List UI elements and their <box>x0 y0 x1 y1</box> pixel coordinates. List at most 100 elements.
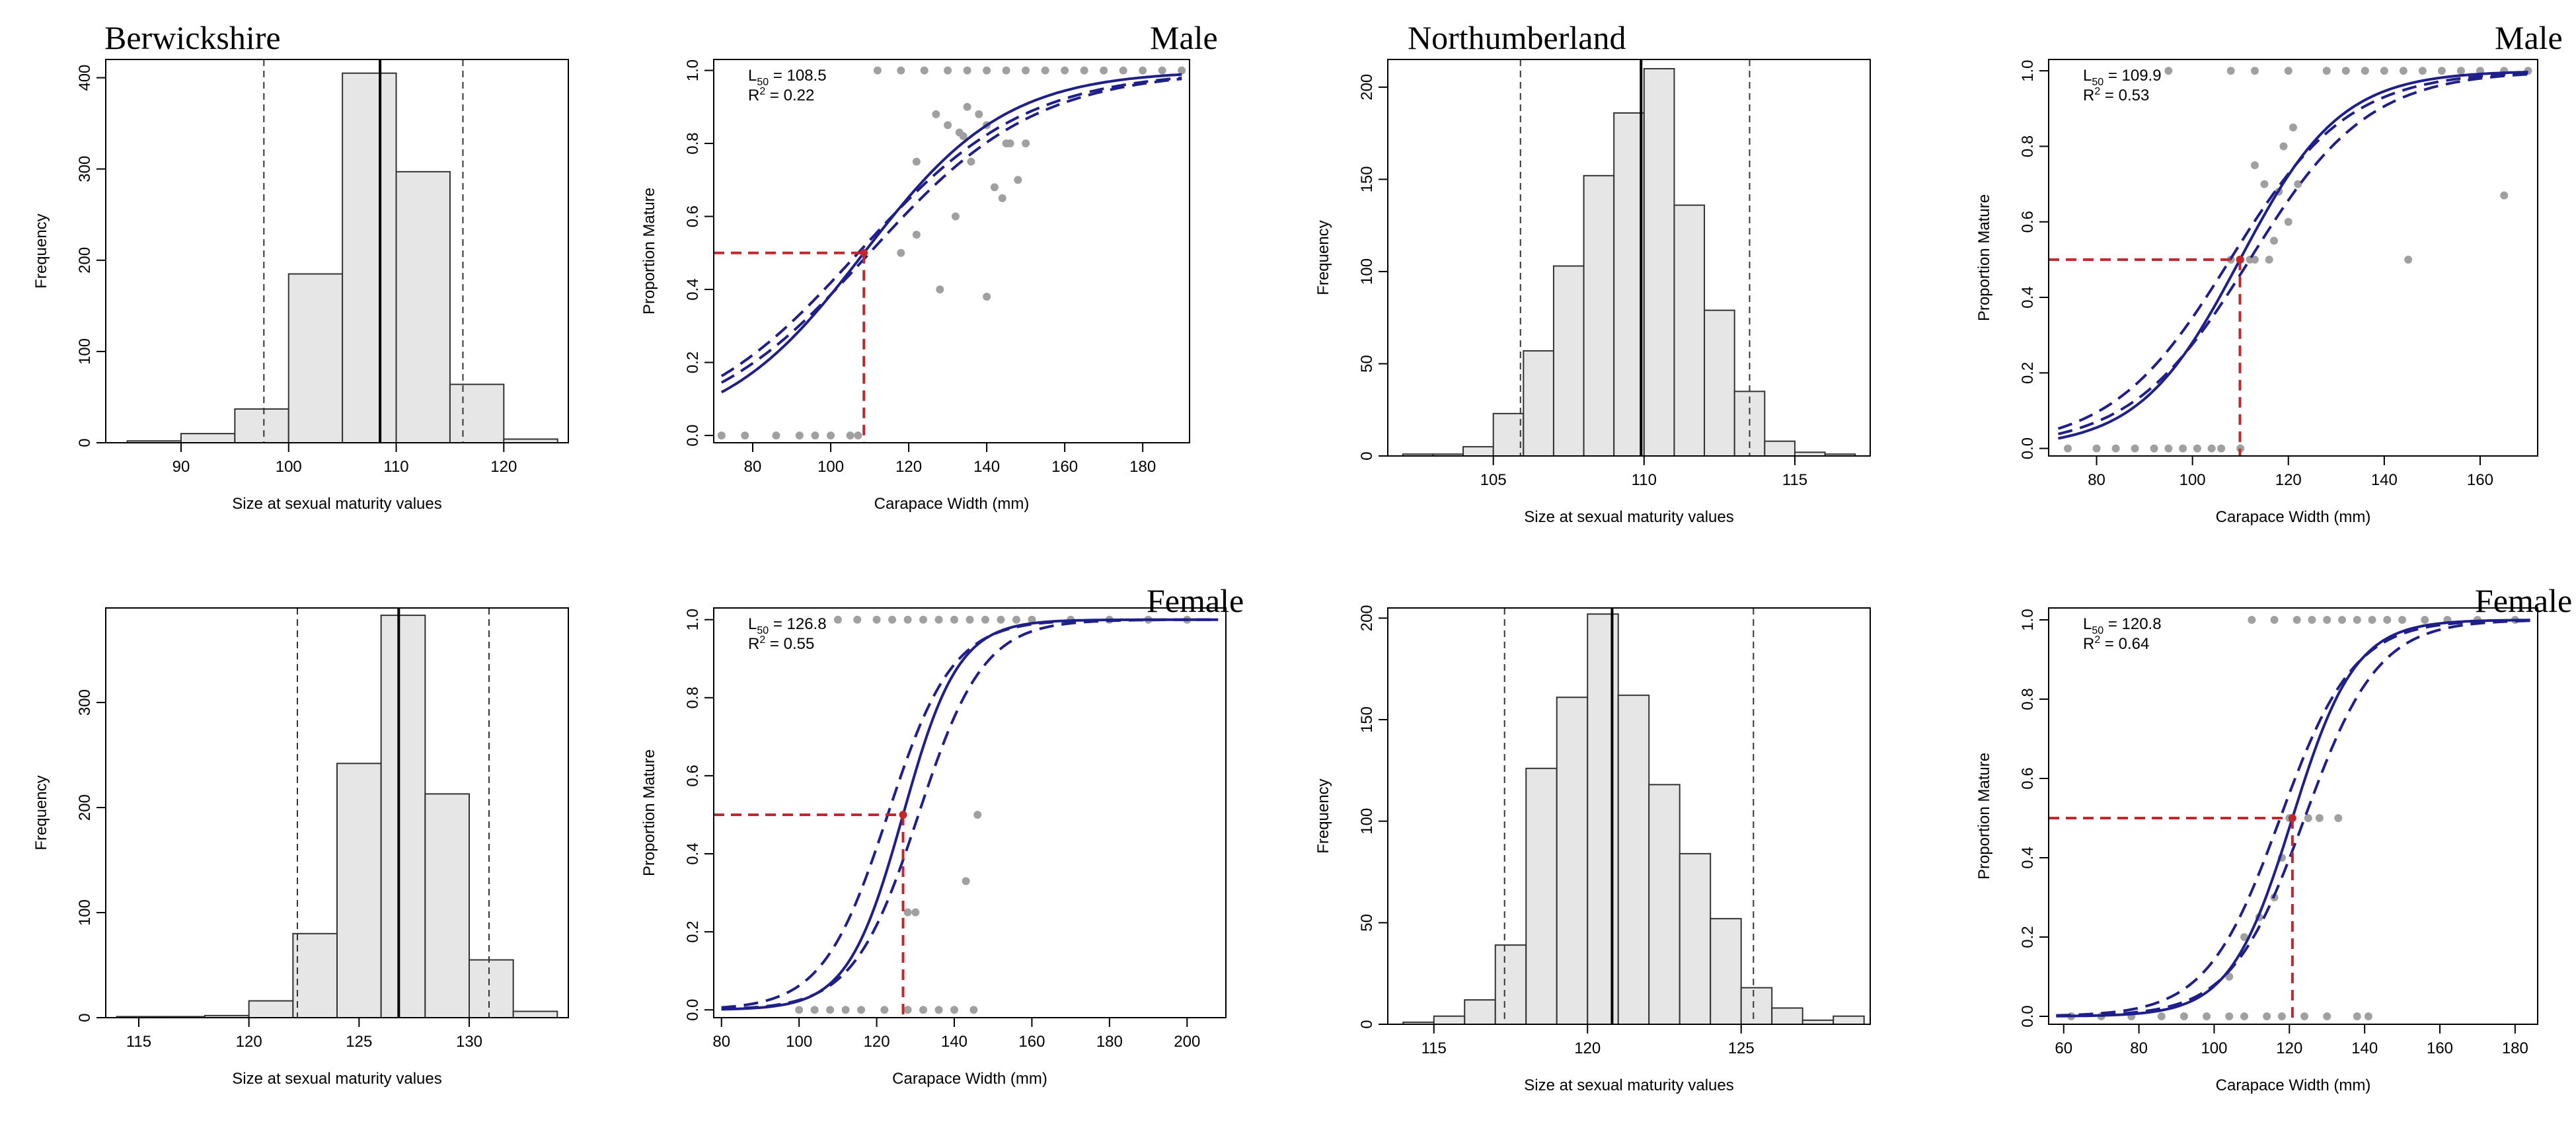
x-tick-label: 160 <box>1018 1033 1045 1051</box>
x-tick-label: 100 <box>2201 1039 2227 1057</box>
data-point <box>2277 1012 2286 1020</box>
data-point <box>2164 67 2173 75</box>
y-axis-title: Proportion Mature <box>640 749 658 876</box>
data-point <box>950 615 959 624</box>
data-point <box>2361 67 2369 75</box>
plot-frame <box>1387 59 1871 457</box>
data-point <box>2399 67 2407 75</box>
x-tick-label: 80 <box>712 1033 730 1051</box>
data-point <box>888 615 897 624</box>
data-point <box>2193 444 2201 453</box>
x-tick-label: 120 <box>1574 1039 1601 1057</box>
data-point <box>853 615 862 624</box>
data-point <box>2236 444 2245 453</box>
y-axis-title: Frequency <box>1314 778 1332 853</box>
data-point <box>2500 191 2509 200</box>
northumberland-female-hist-panel: 115 120 125 0 50 100 150 200 Size at sexual matu… <box>1314 605 1871 1094</box>
x-tick-label: 180 <box>2502 1039 2528 1057</box>
data-point <box>2456 67 2465 75</box>
data-point <box>959 132 967 140</box>
histogram-bar <box>380 615 426 1018</box>
data-point <box>975 110 983 118</box>
data-point <box>2323 1012 2331 1020</box>
data-point <box>919 615 928 624</box>
y-tick-label: 0.4 <box>2019 847 2037 868</box>
data-point <box>717 431 726 439</box>
x-tick-label: 60 <box>2055 1039 2072 1057</box>
data-point <box>2353 616 2361 624</box>
data-point <box>2131 444 2139 453</box>
data-point <box>1139 66 1147 75</box>
l50-annotation: L50 = 109.9 <box>2083 67 2162 88</box>
y-tick-label: 1.0 <box>684 609 702 630</box>
data-point <box>811 431 819 439</box>
x-axis-title: Size at sexual maturity values <box>1524 508 1733 526</box>
histogram-bar <box>287 273 344 443</box>
r2-annotation: R2 = 0.22 <box>748 86 814 104</box>
fitted-curve <box>720 73 1182 394</box>
data-point <box>2248 616 2256 624</box>
data-point <box>2308 616 2316 624</box>
y-tick-label: 200 <box>1358 74 1376 100</box>
plot-frame <box>713 59 1190 443</box>
fitted-curve <box>721 618 1219 1011</box>
data-point <box>2150 444 2158 453</box>
histogram-bar <box>1771 1007 1803 1026</box>
data-point <box>2353 1012 2361 1020</box>
histogram-bar <box>1587 613 1619 1025</box>
sex-title-berwickshire-female: Female <box>1147 582 1244 619</box>
data-point <box>873 66 882 75</box>
plot-frame <box>105 59 569 443</box>
region-title-northumberland: Northumberland <box>1408 19 1626 56</box>
data-point <box>2334 814 2343 822</box>
l50-annotation: L50 = 126.8 <box>748 615 827 636</box>
y-tick-label: 0 <box>1358 1020 1376 1028</box>
plot-frame <box>1387 607 1871 1025</box>
histogram-bar <box>1710 918 1742 1025</box>
ci-upper-curve <box>2057 71 2528 430</box>
data-point <box>2323 616 2331 624</box>
data-point <box>963 66 971 75</box>
plot-frame <box>2048 607 2538 1025</box>
data-point <box>2383 616 2392 624</box>
ci-lower-curve <box>2058 73 2528 435</box>
y-axis-title: Proportion Mature <box>640 188 658 315</box>
data-point <box>741 431 749 439</box>
x-tick-label: 80 <box>744 458 762 476</box>
histogram-bar <box>512 1010 558 1019</box>
data-point <box>963 102 971 111</box>
sex-title-berwickshire-male: Male <box>1150 19 1218 56</box>
plot-frame <box>2048 59 2538 457</box>
r2-annotation: R2 = 0.64 <box>2083 634 2149 653</box>
histogram-bar <box>1492 412 1525 457</box>
histogram-bar <box>1464 999 1496 1025</box>
data-point <box>2300 1012 2309 1020</box>
sex-title-northumberland-female: Female <box>2475 582 2573 619</box>
x-tick-label: 120 <box>2275 471 2302 489</box>
y-tick-label: 0.6 <box>684 765 702 786</box>
data-point <box>983 66 991 75</box>
data-point <box>2225 1012 2234 1020</box>
histogram-bar <box>1679 852 1712 1025</box>
data-point <box>2404 255 2413 264</box>
x-tick-label: 160 <box>1051 458 1078 476</box>
data-point <box>2207 444 2216 453</box>
y-tick-label: 0.4 <box>684 843 702 864</box>
data-point <box>1119 66 1127 75</box>
x-tick-label: 110 <box>383 458 408 476</box>
l50-point <box>2236 255 2244 264</box>
data-point <box>2111 444 2120 453</box>
histogram-bar <box>1525 767 1558 1026</box>
data-point <box>990 183 999 192</box>
histogram-bar <box>449 383 505 443</box>
y-tick-label: 0.4 <box>684 278 702 300</box>
histogram-bar <box>1523 350 1554 457</box>
data-point <box>2250 255 2259 264</box>
y-tick-label: 200 <box>76 247 94 274</box>
histogram-bar <box>1494 944 1527 1026</box>
data-point <box>846 431 854 439</box>
data-point <box>2226 67 2235 75</box>
y-tick-label: 0.8 <box>2019 688 2037 710</box>
data-point <box>920 66 928 75</box>
